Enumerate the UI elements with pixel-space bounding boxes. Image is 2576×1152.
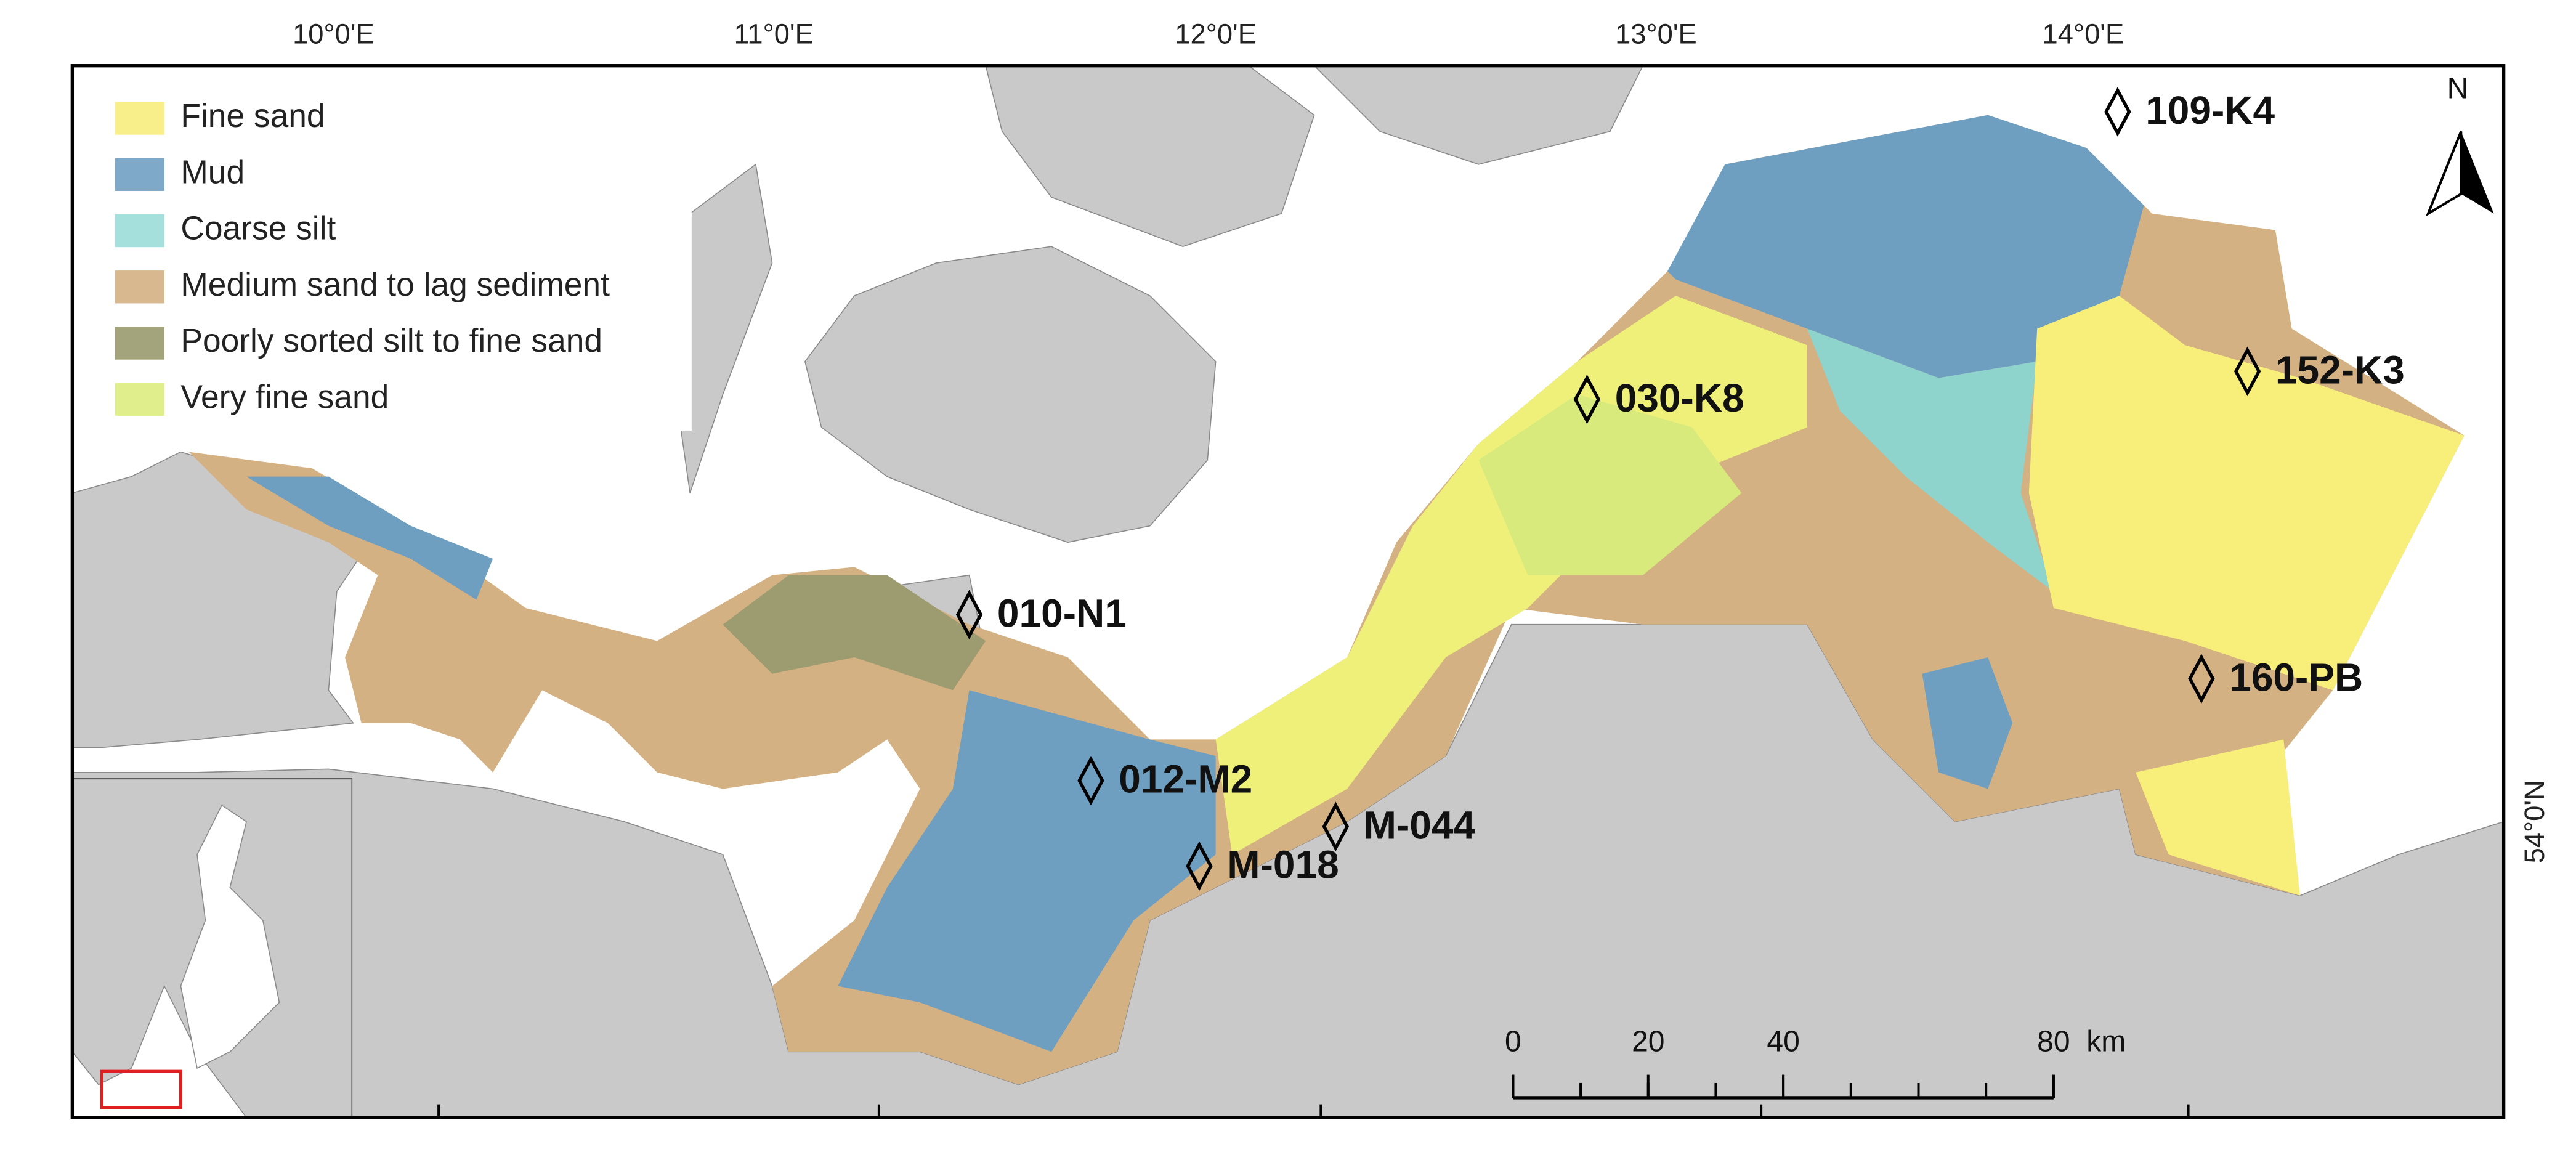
inset-sea bbox=[180, 804, 280, 1069]
legend-swatch bbox=[115, 327, 164, 360]
station-marker bbox=[2234, 346, 2261, 397]
legend-label: Poorly sorted silt to fine sand bbox=[180, 323, 602, 359]
station-label: M-018 bbox=[1227, 842, 1339, 886]
north-arrow-right bbox=[2461, 131, 2494, 214]
latitude-label: 54°0'N bbox=[2519, 780, 2550, 863]
longitude-label: 12°0'E bbox=[1175, 18, 1257, 50]
sediment-very-fine-sand bbox=[1478, 394, 1742, 575]
sediment-mud-west bbox=[246, 476, 493, 600]
sediment-mud-north bbox=[1667, 115, 2144, 378]
legend-swatch bbox=[115, 214, 164, 248]
island-zealand bbox=[804, 246, 1217, 543]
station-marker bbox=[2104, 87, 2131, 137]
stations: 109-K4 152-K3 030-K8 010-N1 160-PB 012-M2 M-04… bbox=[955, 87, 2405, 891]
sediment-fine-sand-south bbox=[2136, 739, 2300, 896]
longitude-label: 13°0'E bbox=[1615, 18, 1697, 50]
station-label: M-044 bbox=[1364, 803, 1476, 847]
station-marker bbox=[1077, 755, 1104, 806]
scale-bar: 0 20 40 80 km bbox=[1505, 1026, 2126, 1100]
legend-label: Coarse silt bbox=[180, 211, 336, 247]
legend-swatch bbox=[115, 158, 164, 191]
scale-bar-label: 0 bbox=[1505, 1026, 1521, 1058]
scale-bar-unit: km bbox=[2086, 1026, 2126, 1058]
legend-swatch bbox=[115, 270, 164, 304]
sediment-poorly-sorted bbox=[723, 575, 986, 691]
scale-bar-label: 80 bbox=[2037, 1026, 2070, 1058]
longitude-label: 11°0'E bbox=[734, 18, 814, 50]
station-marker bbox=[1573, 374, 1601, 424]
inset-extent-box bbox=[100, 1069, 183, 1109]
station-label: 030-K8 bbox=[1615, 376, 1744, 420]
legend-label: Very fine sand bbox=[180, 379, 389, 415]
station-marker bbox=[1322, 801, 1350, 852]
legend: Fine sand Mud Coarse silt Medium sand to la… bbox=[115, 98, 610, 416]
longitude-label: 10°0'E bbox=[293, 18, 375, 50]
sediment-mud-pomerania bbox=[1922, 657, 2013, 789]
sediment-mud-south bbox=[838, 690, 1216, 1052]
station-label: 012-M2 bbox=[1119, 757, 1252, 801]
sediment-coarse-silt bbox=[1807, 328, 2054, 592]
map-frame bbox=[70, 64, 2506, 1119]
legend-label: Mud bbox=[180, 154, 245, 190]
station-marker bbox=[955, 590, 983, 639]
longitude-label: 14°0'E bbox=[2043, 18, 2124, 50]
legend-swatch bbox=[115, 383, 164, 416]
north-label: N bbox=[2447, 72, 2469, 105]
scale-bar-label: 20 bbox=[1632, 1026, 1664, 1058]
legend-label: Fine sand bbox=[180, 98, 325, 134]
station-label: 152-K3 bbox=[2275, 347, 2405, 392]
station-label: 010-N1 bbox=[997, 591, 1127, 635]
station-marker bbox=[1186, 841, 1213, 891]
station-marker bbox=[2188, 654, 2215, 704]
sediment-fine-sand-east bbox=[2028, 296, 2465, 691]
island-north bbox=[985, 65, 1315, 247]
station-label: 109-K4 bbox=[2145, 88, 2275, 132]
graticule-labels: 10°0'E 11°0'E 12°0'E 13°0'E 14°0'E 54°0'N bbox=[293, 18, 2550, 1118]
legend-box bbox=[97, 85, 692, 431]
legend-swatch bbox=[115, 102, 164, 135]
scale-bar-label: 40 bbox=[1767, 1026, 1799, 1058]
legend-label: Medium sand to lag sediment bbox=[180, 267, 610, 303]
station-label: 160-PB bbox=[2229, 655, 2363, 699]
map-frame-content: Fine sand Mud Coarse silt Medium sand to la… bbox=[71, 65, 2505, 1119]
